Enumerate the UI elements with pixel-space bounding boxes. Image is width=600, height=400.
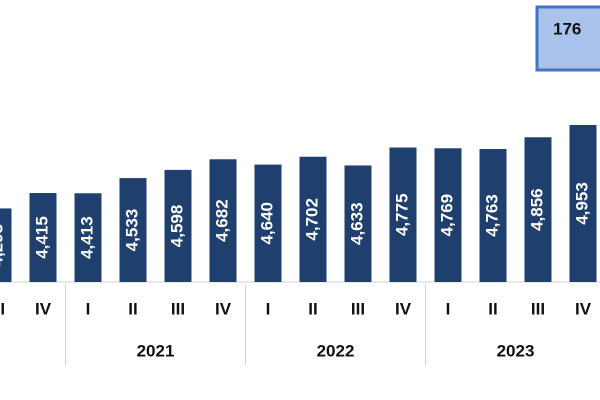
group-label: 2021 (137, 341, 175, 360)
group-label: 2022 (317, 341, 355, 360)
value-label: 4,702 (302, 198, 321, 241)
bar (299, 156, 327, 282)
x-tick-label: IV (395, 299, 412, 318)
x-tick-label: IV (35, 299, 52, 318)
bar (119, 178, 147, 282)
bar (209, 159, 237, 282)
value-label: 4,293 (0, 224, 6, 267)
x-tick-label: II (128, 299, 137, 318)
value-label: 4,775 (392, 193, 411, 236)
x-tick-label: III (0, 299, 5, 318)
value-label: 4,415 (32, 216, 51, 259)
x-tick-label: III (171, 299, 185, 318)
bar (569, 125, 597, 282)
x-tick-label: III (531, 299, 545, 318)
x-tick-label: I (266, 299, 271, 318)
bar (434, 148, 462, 282)
value-label: 4,769 (437, 194, 456, 237)
x-tick-label: I (446, 299, 451, 318)
bar (479, 149, 507, 282)
x-tick-label: I (86, 299, 91, 318)
x-tick-label: IV (575, 299, 592, 318)
value-label: 4,533 (122, 209, 141, 252)
bar (0, 208, 12, 282)
value-label: 4,856 (527, 188, 546, 231)
x-tick-label: II (308, 299, 317, 318)
bar (164, 169, 192, 282)
bar (344, 165, 372, 282)
value-label: 4,953 (572, 182, 591, 225)
value-label: 4,763 (482, 194, 501, 237)
x-tick-label: II (488, 299, 497, 318)
annotation-box (535, 5, 600, 72)
value-label: 4,413 (77, 216, 96, 259)
bar (74, 193, 102, 282)
bar (254, 164, 282, 282)
value-label: 4,682 (212, 199, 231, 242)
bar (389, 147, 417, 282)
value-label: 4,598 (167, 205, 186, 248)
annotation: 176 (553, 19, 581, 38)
value-label: 4,640 (257, 202, 276, 245)
value-label: 4,633 (347, 202, 366, 245)
x-tick-label: III (351, 299, 365, 318)
bar (524, 137, 552, 282)
group-label: 2023 (497, 341, 535, 360)
bar (29, 193, 57, 282)
x-tick-label: IV (215, 299, 232, 318)
